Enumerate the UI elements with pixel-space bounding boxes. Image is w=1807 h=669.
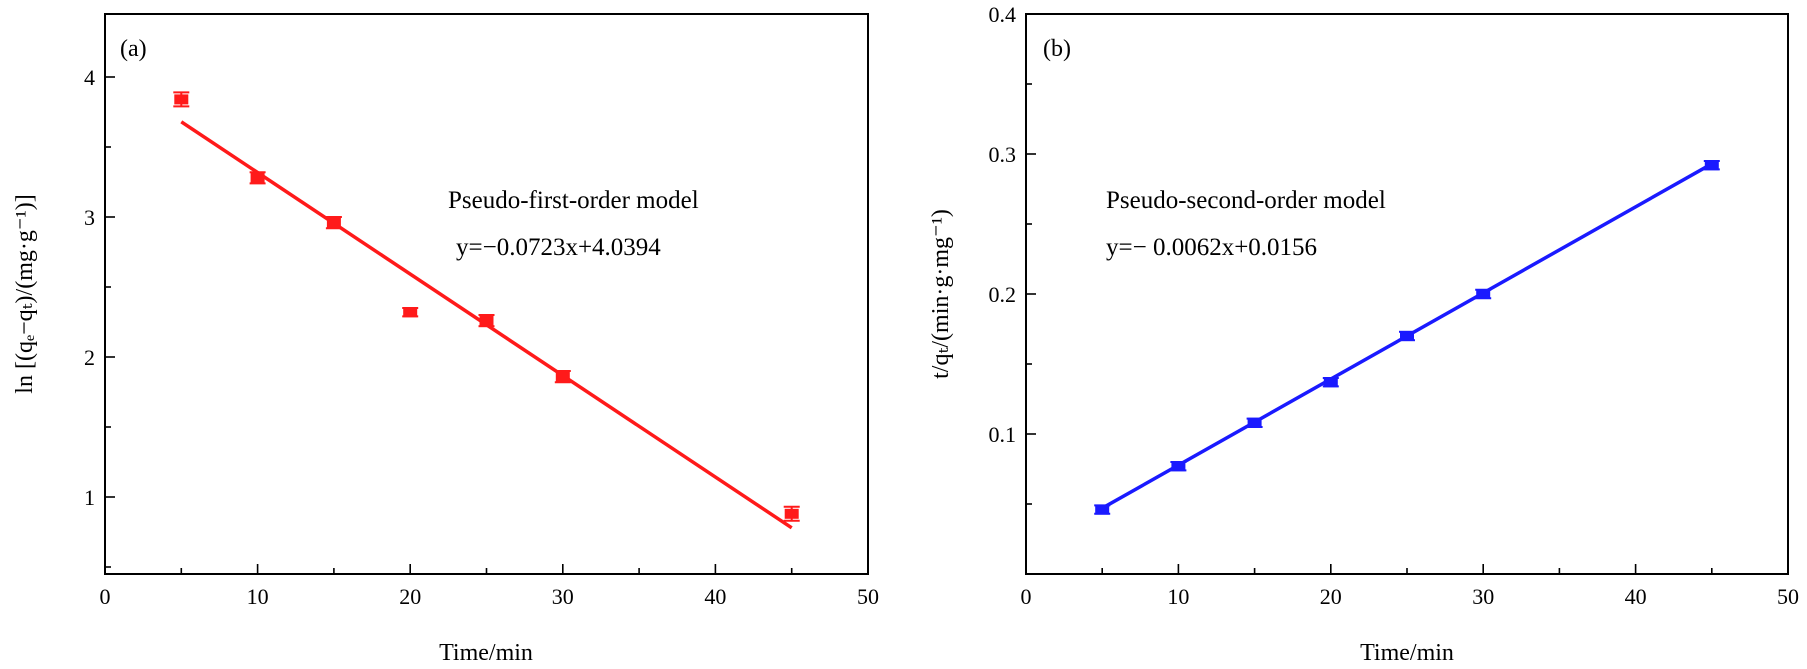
panel-label-a: (a): [120, 36, 147, 62]
data-point: [1322, 377, 1339, 388]
marker: [1247, 417, 1262, 428]
plot-frame-b: [1025, 13, 1789, 575]
data-point: [402, 307, 419, 318]
data-point: [249, 171, 266, 185]
marker: [784, 508, 799, 519]
y-tick-label: 0.2: [989, 282, 1017, 307]
marker: [250, 172, 265, 183]
x-axis-title-a: Time/min: [439, 640, 533, 666]
data-point: [783, 505, 800, 522]
y-tick-label: 0.3: [989, 142, 1017, 167]
ticks-a: 0 10 20 30 40 50 1 2 3 4: [84, 65, 879, 609]
x-axis-title-b: Time/min: [1360, 640, 1454, 666]
x-tick-label: 30: [552, 584, 574, 609]
data-point: [1703, 160, 1720, 171]
marker: [174, 94, 189, 105]
marker: [555, 371, 570, 382]
x-tick-label: 30: [1472, 584, 1494, 609]
panel-label-b: (b): [1043, 36, 1071, 62]
marker: [1095, 504, 1110, 515]
marker: [1323, 377, 1338, 388]
x-tick-label: 50: [1777, 584, 1799, 609]
points-a: [173, 91, 800, 522]
panel-b: 0 10 20 30 40 50 0.1 0.2 0.3 0.4 (b) Pseudo-secon…: [928, 2, 1799, 666]
x-tick-label: 20: [399, 584, 421, 609]
data-point: [478, 314, 495, 328]
y-axis-title-b: t/qₜ/(min·g·mg⁻¹): [928, 209, 954, 379]
x-tick-label: 40: [1625, 584, 1647, 609]
y-tick-label: 2: [84, 345, 95, 370]
model-name-a: Pseudo-first-order model: [448, 187, 699, 214]
x-tick-label: 40: [704, 584, 726, 609]
fit-equation-a: y=−0.0723x+4.0394: [456, 234, 661, 261]
panel-a: 0 10 20 30 40 50 1 2 3 4 (a) Pseudo-first-order m…: [12, 13, 879, 666]
model-name-b: Pseudo-second-order model: [1106, 187, 1386, 214]
data-point: [1399, 330, 1415, 342]
data-point: [173, 91, 190, 108]
data-point: [1170, 461, 1187, 472]
y-tick-label: 1: [84, 485, 95, 510]
data-point: [1475, 288, 1492, 300]
data-point: [1246, 417, 1263, 428]
ticks-b: 0 10 20 30 40 50 0.1 0.2 0.3 0.4: [989, 2, 1800, 609]
marker: [326, 217, 341, 228]
fit-equation-b: y=− 0.0062x+0.0156: [1106, 234, 1317, 261]
marker: [1476, 289, 1491, 299]
marker: [1704, 160, 1719, 171]
plot-frame-a: [104, 13, 869, 575]
marker: [1171, 461, 1186, 472]
marker: [479, 315, 494, 326]
x-tick-label: 10: [247, 584, 269, 609]
y-axis-title-a: ln [(qₑ−qₜ)/(mg·g⁻¹)]: [12, 194, 38, 393]
x-tick-label: 50: [857, 584, 879, 609]
x-tick-label: 0: [1021, 584, 1032, 609]
x-tick-label: 10: [1167, 584, 1189, 609]
data-point: [1094, 504, 1111, 515]
x-tick-label: 20: [1320, 584, 1342, 609]
y-tick-label: 4: [84, 65, 95, 90]
y-tick-label: 0.1: [989, 422, 1017, 447]
marker: [403, 307, 418, 318]
data-point: [554, 370, 571, 384]
y-tick-label: 3: [84, 205, 95, 230]
points-b: [1094, 160, 1720, 515]
marker: [1400, 331, 1414, 341]
x-tick-label: 0: [100, 584, 111, 609]
data-point: [325, 216, 342, 230]
y-tick-label: 0.4: [989, 2, 1017, 27]
